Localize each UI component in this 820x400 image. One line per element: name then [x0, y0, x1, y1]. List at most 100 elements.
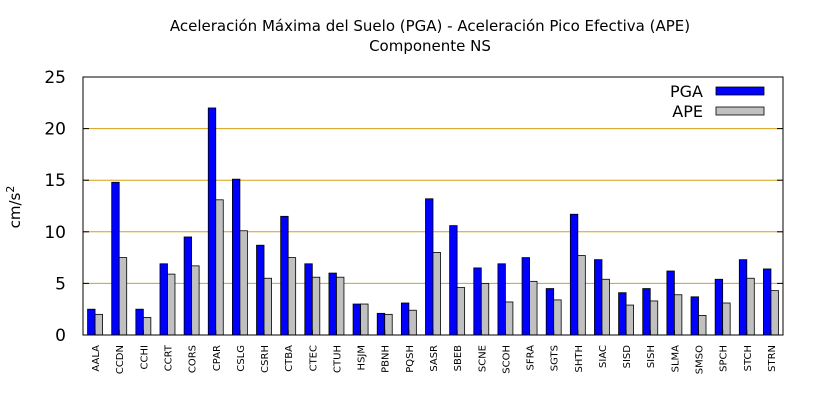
bar-ape-stch [746, 277, 755, 336]
x-tick-label: CSRH [260, 345, 271, 373]
bar-ape-siac [601, 278, 610, 336]
x-tick-label: SISH [646, 345, 657, 368]
x-tick-label: STCH [743, 345, 754, 371]
bar-ape-cors [191, 265, 200, 336]
y-tick-label: 0 [55, 326, 66, 346]
bar-pga-cslg [231, 178, 241, 336]
bar-ape-csrh [263, 277, 272, 336]
y-tick-label: 10 [44, 223, 66, 243]
bar-ape-aala [94, 313, 103, 336]
x-axis-ticks: AALA CCDN CCHI CCRT CORS CPAR CSLG CSRH CTBA CTEC… [91, 330, 778, 374]
y-tick-label: 5 [55, 274, 66, 294]
bar-ape-sgts [553, 299, 562, 336]
bar-pga-strn [763, 268, 772, 336]
bar-ape-ctba [287, 257, 297, 336]
x-tick-label: CPAR [212, 345, 223, 371]
x-tick-label: SBEB [453, 345, 464, 372]
bar-pga-sgts [545, 288, 555, 336]
bar-ape-ctec [311, 276, 321, 336]
legend-swatch-ape [715, 106, 765, 116]
x-tick-label: SMSO [695, 345, 706, 374]
bar-pga-pqsh [400, 302, 410, 336]
bar-ape-cchi [142, 317, 152, 336]
bar-pga-cors [183, 236, 193, 336]
y-tick-label: 20 [44, 120, 66, 140]
bar-ape-cslg [239, 230, 248, 336]
chart-title: Aceleración Máxima del Suelo (PGA) - Ace… [170, 17, 690, 35]
bar-pga-stch [738, 259, 748, 336]
bar-ape-cpar [215, 199, 224, 336]
x-tick-label: CCHI [139, 345, 150, 369]
bar-pga-aala [87, 308, 96, 336]
x-tick-label: SASR [429, 345, 440, 372]
bar-pga-hsjm [352, 303, 361, 336]
legend-label-ape: APE [672, 102, 703, 121]
bar-ape-sisd [625, 304, 635, 336]
x-tick-label: PBNH [381, 345, 392, 373]
legend-label-pga: PGA [670, 82, 703, 101]
chart-subtitle: Componente NS [369, 37, 491, 55]
x-tick-label: CCDN [115, 345, 126, 374]
y-tick-label: 15 [44, 171, 66, 191]
bar-ape-ccrt [167, 273, 176, 336]
x-tick-label: SISD [622, 345, 633, 369]
bar-ape-sfra [529, 280, 538, 336]
bar-ape-ctuh [336, 276, 345, 336]
x-tick-label: SIAC [598, 345, 609, 368]
bar-pga-scoh [497, 263, 506, 336]
x-tick-label: CTEC [308, 345, 319, 371]
bar-pga-ctuh [328, 272, 337, 336]
bar-pga-sasr [425, 198, 434, 336]
bar-pga-cpar [207, 107, 217, 336]
bar-ape-strn [770, 290, 779, 336]
x-tick-label: SHTH [574, 345, 585, 373]
bar-ape-ccdn [118, 257, 128, 336]
bar-pga-slma [666, 270, 675, 336]
x-tick-label: SLMA [670, 345, 681, 373]
bar-pga-siac [594, 259, 603, 336]
bar-pga-cchi [135, 308, 144, 336]
x-tick-label: CTUH [332, 345, 343, 373]
bar-pga-spch [714, 278, 724, 336]
x-tick-label: CORS [188, 345, 199, 373]
x-tick-label: STRN [767, 345, 778, 372]
bar-pga-sish [642, 288, 651, 336]
bar-ape-scne [480, 282, 490, 336]
bar-pga-sisd [618, 292, 627, 336]
bar-pga-sbeb [449, 225, 458, 336]
bars [87, 107, 779, 336]
x-tick-label: SFRA [526, 345, 537, 371]
bar-ape-scoh [505, 301, 514, 336]
bar-pga-scne [473, 267, 482, 336]
x-tick-label: CSLG [236, 345, 247, 372]
x-tick-label: SGTS [550, 345, 561, 371]
bar-pga-ccrt [159, 263, 168, 336]
x-tick-label: HSJM [357, 345, 368, 370]
y-axis-ticks: 0 5 10 15 20 25 [44, 68, 783, 346]
bar-pga-ccdn [111, 181, 120, 336]
y-tick-label: 25 [44, 68, 66, 88]
bar-ape-slma [673, 294, 683, 336]
bar-ape-pbnh [384, 313, 393, 336]
bar-ape-sbeb [456, 287, 466, 336]
bar-pga-shth [569, 213, 579, 336]
bar-ape-shth [577, 255, 586, 336]
x-tick-label: SCNE [477, 345, 488, 372]
bar-pga-csrh [256, 244, 265, 336]
bar-pga-sfra [521, 257, 530, 336]
bar-pga-ctba [280, 215, 289, 336]
legend-swatch-pga [715, 86, 765, 96]
bar-pga-ctec [304, 263, 313, 336]
bar-ape-pqsh [408, 309, 417, 336]
x-tick-label: CTBA [284, 345, 295, 372]
x-tick-label: SPCH [719, 345, 730, 372]
x-tick-label: PQSH [405, 345, 416, 373]
x-tick-label: CCRT [163, 344, 174, 371]
x-tick-label: AALA [91, 345, 102, 372]
y-axis-label: cm/s2 [4, 186, 24, 229]
bar-pga-pbnh [376, 312, 386, 336]
bar-ape-sish [649, 300, 659, 336]
bar-ape-hsjm [360, 303, 369, 336]
